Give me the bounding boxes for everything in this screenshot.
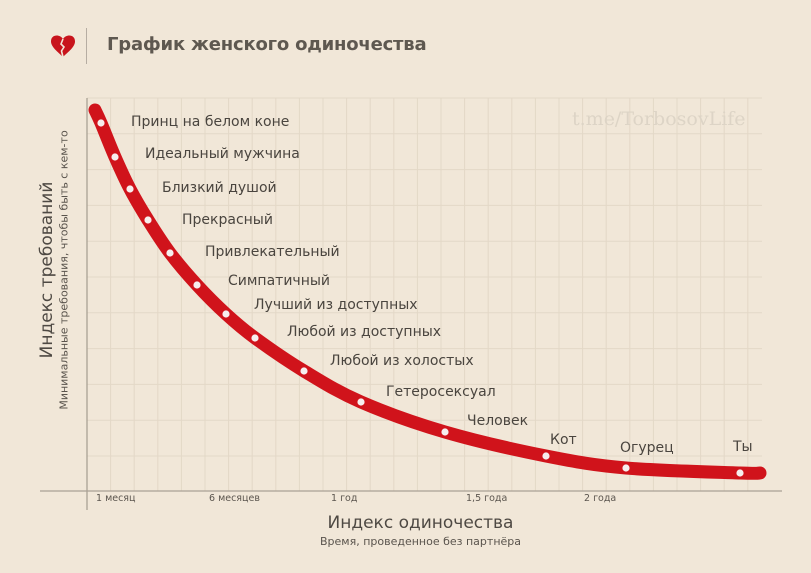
x-axis-subtitle: Время, проведенное без партнёра	[319, 535, 521, 548]
point-label: Симпатичный	[228, 273, 330, 289]
point-label: Лучший из доступных	[254, 297, 418, 313]
point-label: Огурец	[620, 440, 674, 456]
x-axis-title: Индекс одиночества	[327, 513, 514, 533]
point-label: Человек	[467, 413, 529, 429]
point-label: Принц на белом коне	[131, 114, 290, 130]
data-point-marker	[736, 469, 744, 477]
point-label: Любой из доступных	[287, 324, 442, 340]
data-point-marker	[357, 398, 365, 406]
data-point-marker	[126, 185, 134, 193]
point-label: Привлекательный	[205, 244, 340, 260]
data-point-marker	[622, 464, 630, 472]
data-point-marker	[97, 119, 105, 127]
data-point-marker	[251, 334, 259, 342]
point-label: Гетеросексуал	[386, 384, 496, 400]
data-point-marker	[441, 428, 449, 436]
data-points	[97, 119, 744, 477]
x-tick-label: 1 год	[331, 493, 358, 504]
point-label: Идеальный мужчина	[145, 146, 300, 162]
data-point-marker	[542, 452, 550, 460]
y-axis-subtitle: Минимальные требования, чтобы быть с кем…	[57, 130, 71, 410]
y-axis-title: Индекс требований	[37, 181, 57, 359]
x-tick-label: 2 года	[584, 493, 617, 504]
requirements-curve	[88, 103, 767, 480]
x-tick-label: 1 месяц	[96, 493, 136, 504]
data-point-marker	[111, 153, 119, 161]
x-tick-label: 6 месяцев	[209, 493, 260, 504]
broken-heart-icon	[51, 35, 75, 58]
data-point-marker	[222, 310, 230, 318]
data-point-marker	[166, 249, 174, 257]
point-label: Кот	[550, 432, 577, 448]
x-tick-label: 1,5 года	[466, 493, 508, 504]
point-label: Прекрасный	[182, 212, 273, 228]
data-point-marker	[144, 216, 152, 224]
point-label: Любой из холостых	[330, 353, 474, 369]
chart-grid	[87, 97, 762, 491]
chart-header: График женского одиночества	[0, 0, 811, 90]
data-point-marker	[193, 281, 201, 289]
header-divider	[86, 28, 87, 64]
data-point-marker	[300, 367, 308, 375]
point-label: Близкий душой	[162, 180, 277, 196]
chart-title: График женского одиночества	[107, 34, 427, 55]
watermark: t.me/TorbosovLife	[572, 108, 746, 130]
point-label: Ты	[733, 439, 753, 455]
